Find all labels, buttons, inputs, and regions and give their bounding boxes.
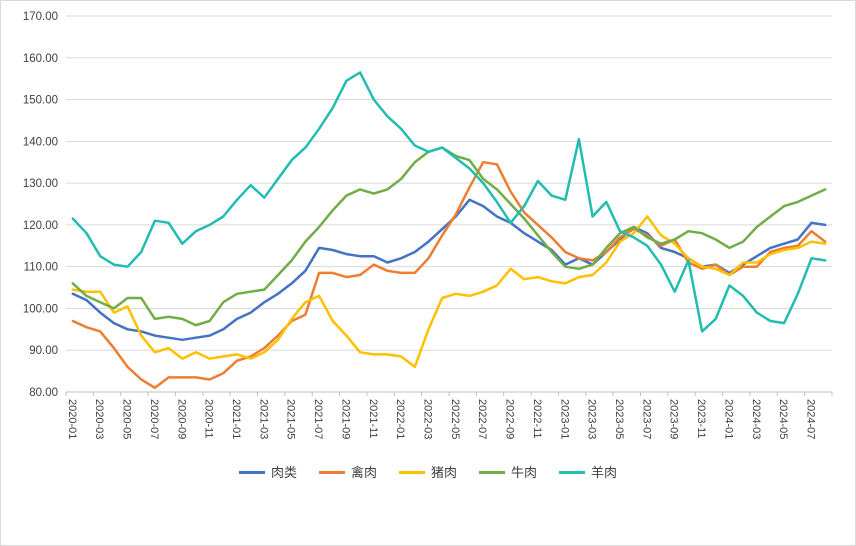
x-axis-label: 2020-03	[93, 399, 105, 439]
y-axis-label: 120.00	[23, 220, 58, 232]
legend-item-mutton: 羊肉	[559, 466, 617, 479]
legend-line-pork-icon	[398, 471, 425, 474]
x-axis-label: 2024-07	[804, 399, 816, 439]
legend-item-pork: 猪肉	[398, 465, 457, 480]
x-axis-label: 2021-09	[339, 399, 351, 439]
x-axis-label: 2021-07	[312, 399, 324, 439]
x-axis-label: 2020-09	[175, 399, 187, 439]
x-axis-label: 2023-07	[640, 399, 652, 439]
x-axis-label: 2023-03	[586, 399, 598, 439]
x-axis-label: 2022-03	[421, 399, 433, 439]
y-axis-label: 140.00	[23, 136, 58, 148]
x-axis-label: 2021-03	[257, 399, 269, 439]
y-axis-label: 170.00	[23, 11, 58, 23]
legend-item-poultry: 禽肉	[318, 465, 377, 480]
legend-label-meat: 肉类	[270, 465, 297, 480]
x-axis-label: 2024-05	[777, 399, 789, 439]
x-axis-label: 2021-01	[230, 399, 242, 439]
y-axis-label: 150.00	[23, 95, 58, 107]
x-axis-label: 2023-09	[668, 399, 680, 439]
x-axis-label: 2023-01	[558, 399, 570, 439]
legend-line-poultry-icon	[318, 471, 345, 474]
y-axis-label: 100.00	[23, 303, 58, 315]
x-axis-label: 2024-01	[722, 399, 734, 439]
chart-legend: 肉类 禽肉 猪肉 牛肉 羊肉	[0, 466, 856, 479]
y-axis-label: 160.00	[23, 53, 58, 65]
series-line-meat	[71, 198, 827, 342]
legend-label-mutton: 羊肉	[591, 465, 618, 480]
x-axis-label: 2021-05	[285, 399, 297, 439]
x-axis-label: 2020-07	[148, 399, 160, 439]
x-axis-label: 2022-09	[504, 399, 516, 439]
legend-line-mutton-icon	[559, 471, 586, 474]
series-line-poultry	[71, 160, 827, 390]
legend-line-beef-icon	[479, 471, 505, 474]
x-axis-label: 2020-01	[66, 399, 78, 439]
legend-item-meat: 肉类	[238, 465, 297, 480]
legend-label-pork: 猪肉	[430, 465, 457, 480]
x-axis-label: 2022-01	[394, 399, 406, 439]
x-axis-label: 2022-05	[449, 399, 461, 439]
series-line-beef	[71, 146, 827, 327]
legend-label-beef: 牛肉	[511, 465, 538, 480]
x-axis-label: 2022-11	[531, 399, 543, 439]
legend-label-poultry: 禽肉	[350, 465, 377, 480]
x-axis-label: 2022-07	[476, 399, 488, 439]
y-axis-label: 110.00	[24, 262, 58, 274]
series-line-pork	[71, 215, 827, 369]
y-axis-label: 130.00	[23, 178, 58, 190]
x-axis-label: 2023-11	[695, 399, 707, 439]
x-axis-label: 2023-05	[613, 399, 625, 439]
legend-line-meat-icon	[238, 471, 265, 474]
x-axis-label: 2020-11	[203, 399, 215, 439]
y-axis-label: 90.00	[29, 345, 58, 357]
x-axis-label: 2021-11	[367, 399, 379, 439]
series-line-mutton	[71, 71, 827, 333]
x-axis-label: 2020-05	[121, 399, 133, 439]
legend-item-beef: 牛肉	[479, 466, 537, 479]
y-axis-label: 80.00	[29, 387, 58, 399]
x-axis-label: 2024-03	[750, 399, 762, 439]
